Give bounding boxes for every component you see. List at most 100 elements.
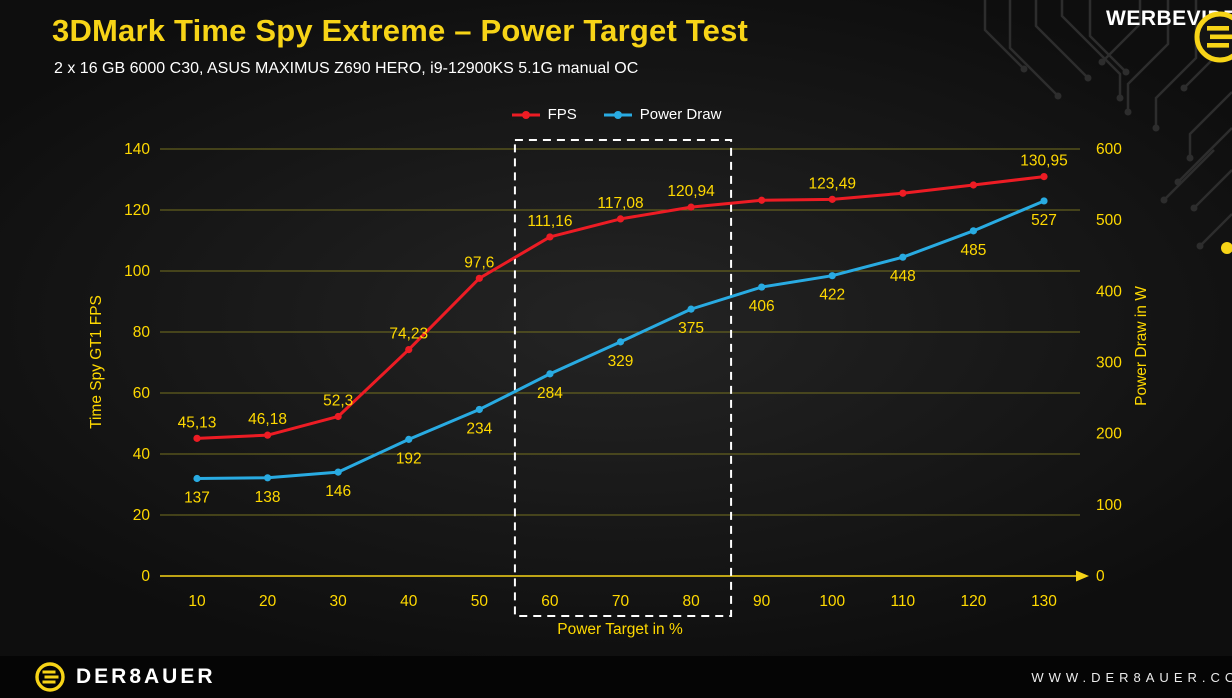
chart-title: 3DMark Time Spy Extreme – Power Target T… [52,13,749,48]
x-axis-tick-label: 80 [682,593,700,610]
fps-data-label: 111,16 [527,213,572,230]
fps-data-point [1040,173,1048,181]
power-draw-data-point [899,253,907,261]
left-axis-title: Time Spy GT1 FPS [88,295,105,429]
x-axis-tick-label: 20 [259,593,277,610]
legend-item-fps: FPS [511,106,577,123]
left-axis-tick-label: 80 [133,324,151,341]
power-draw-data-label: 527 [1031,212,1057,229]
power-draw-series-marker-icon [603,110,632,119]
der8auer-logo-icon [1194,11,1232,63]
power-draw-data-label: 284 [537,385,563,402]
fps-data-label: 45,13 [178,414,217,431]
right-axis-tick-label: 500 [1096,212,1122,229]
power-draw-data-point [405,435,413,443]
power-draw-data-point [828,272,836,280]
fps-data-label: 46,18 [248,411,287,428]
fps-data-label: 123,49 [809,175,856,192]
power-draw-data-label: 329 [608,353,634,370]
power-draw-data-point [193,474,201,483]
right-axis-tick-label: 600 [1096,141,1122,158]
fps-data-label: 74,23 [389,326,428,343]
power-draw-data-point [969,227,978,235]
x-axis-title: Power Target in % [557,621,683,638]
power-draw-data-point [475,405,483,414]
fps-data-point [263,431,272,439]
fps-data-label: 130,95 [1020,153,1067,170]
der8auer-logo-icon [35,662,65,692]
fps-data-point [334,412,342,421]
power-draw-data-point [687,305,695,313]
fps-data-label: 117,08 [597,195,643,212]
legend-label: Power Draw [639,106,722,123]
power-draw-data-point [546,370,554,378]
power-draw-data-label: 448 [890,268,916,285]
left-axis-tick-label: 60 [133,385,151,402]
left-axis-tick-label: 20 [133,507,151,524]
fps-data-point [616,215,625,223]
yellow-dot-decoration [1221,242,1232,254]
legend-label: FPS [547,106,577,123]
power-draw-data-label: 422 [819,287,845,304]
footer-bar: DER8AUER WWW.DER8AUER.CO [0,656,1232,698]
x-axis-tick-label: 130 [1031,593,1057,610]
x-axis-tick-label: 10 [188,593,206,610]
x-axis-tick-label: 60 [541,593,559,610]
fps-series-marker-icon [511,110,540,119]
highlight-region-box [513,139,733,617]
left-axis-tick-label: 40 [133,446,151,463]
left-axis-tick-label: 140 [124,141,150,158]
website-url: WWW.DER8AUER.CO [1031,669,1232,685]
right-axis-tick-label: 100 [1096,497,1122,514]
power-draw-data-label: 137 [184,490,210,507]
power-draw-data-label: 375 [678,320,704,337]
legend-item-power-draw: Power Draw [603,106,722,123]
x-axis-tick-label: 100 [819,593,845,610]
fps-data-point [405,345,413,354]
right-axis-tick-label: 400 [1096,283,1122,300]
left-axis-tick-label: 120 [124,202,150,219]
fps-data-point [687,203,695,211]
left-axis-tick-label: 0 [141,568,150,585]
chart-subtitle: 2 x 16 GB 6000 C30, ASUS MAXIMUS Z690 HE… [54,60,639,77]
power-draw-data-label: 234 [466,420,492,437]
right-axis-title: Power Draw in W [1133,286,1150,406]
power-draw-data-label: 485 [960,242,986,259]
right-axis-tick-label: 300 [1096,355,1122,372]
chart-legend: FPS Power Draw [0,106,1232,123]
fps-data-point [969,181,978,189]
x-axis-tick-label: 40 [400,593,418,610]
power-draw-data-point [1040,197,1048,205]
fps-data-point [475,274,483,282]
fps-data-point [899,189,907,197]
left-axis-tick-label: 100 [124,263,150,280]
x-axis-tick-label: 70 [612,593,630,610]
power-draw-data-point [334,468,342,476]
power-draw-data-label: 146 [325,483,351,500]
footer-brand: DER8AUER [34,661,216,693]
fps-data-point [193,434,201,442]
fps-data-point [828,195,836,203]
power-draw-data-label: 192 [396,450,422,467]
right-axis-tick-label: 0 [1096,568,1105,585]
x-axis-tick-label: 30 [330,593,348,610]
x-axis-arrow-icon [1076,570,1089,582]
x-axis-tick-label: 50 [471,593,489,610]
fps-data-point [546,233,554,241]
power-draw-data-point [616,338,625,346]
power-draw-data-point [758,283,766,291]
fps-data-point [758,196,766,204]
brand-wordmark: DER8AUER [76,665,216,688]
x-axis-tick-label: 90 [753,593,771,610]
power-draw-data-label: 406 [749,298,775,315]
x-axis-tick-label: 110 [890,593,915,610]
x-axis-tick-label: 120 [960,593,986,610]
right-axis-tick-label: 200 [1096,426,1122,443]
power-draw-data-label: 138 [255,489,281,506]
fps-data-label: 97,6 [464,254,494,271]
fps-data-label: 52,3 [323,392,353,409]
fps-data-label: 120,94 [667,183,715,200]
